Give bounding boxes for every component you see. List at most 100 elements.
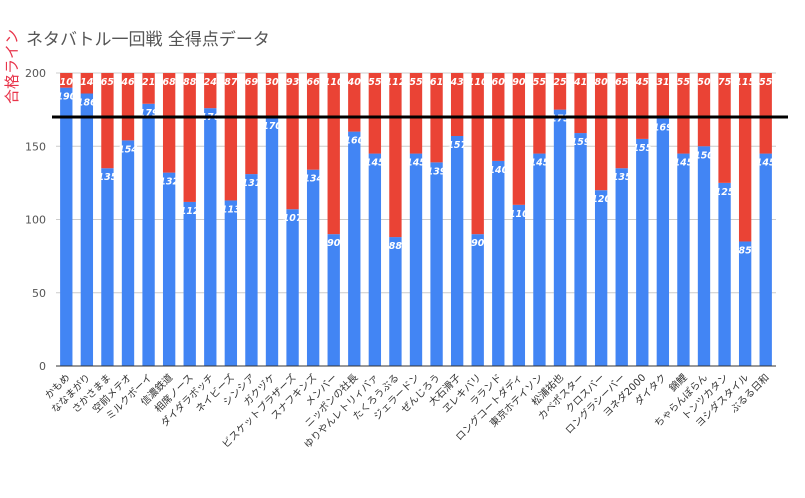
bar-shortfall: [142, 73, 155, 104]
pass-line-annotation: 合格ライン: [3, 29, 21, 104]
bar-score: [594, 190, 608, 366]
data-label-shortfall: 110: [324, 77, 344, 88]
data-label-shortfall: 43: [450, 77, 465, 88]
data-label-score: 170: [262, 121, 282, 132]
bar-shortfall: [368, 73, 382, 154]
data-label-shortfall: 66: [307, 77, 321, 88]
data-label-score: 169: [653, 122, 673, 133]
data-label-score: 186: [77, 98, 97, 109]
bar-shortfall: [183, 73, 196, 202]
bar-score: [80, 93, 94, 366]
data-label-score: 179: [139, 108, 159, 119]
bar-score: [265, 116, 279, 366]
data-label-score: 131: [242, 178, 262, 189]
bars: [60, 73, 772, 367]
data-label-shortfall: 55: [759, 77, 773, 88]
bar-shortfall: [409, 73, 423, 154]
y-axis-ticks: 0 50 100 150 200: [25, 67, 46, 373]
data-label-shortfall: 30: [265, 77, 279, 88]
bar-shortfall: [80, 73, 94, 94]
data-label-shortfall: 93: [286, 77, 300, 88]
bar-shortfall: [677, 73, 690, 154]
data-label-shortfall: 25: [553, 77, 567, 88]
bar-score: [533, 153, 546, 366]
data-label-shortfall: 55: [677, 77, 691, 88]
bar-score: [286, 209, 299, 366]
bar-score: [697, 146, 711, 366]
data-label-score: 159: [571, 137, 591, 148]
data-label-shortfall: 112: [386, 77, 406, 88]
data-label-score: 145: [756, 158, 776, 169]
bar-score: [183, 201, 196, 366]
chart-title: ネタバトル一回戦 全得点データ: [26, 29, 270, 50]
data-label-shortfall: 31: [656, 77, 669, 88]
data-label-shortfall: 55: [533, 77, 547, 88]
y-tick-label: 100: [25, 214, 46, 227]
bar-score: [101, 168, 114, 366]
data-label-score: 90: [327, 238, 341, 249]
bar-score: [636, 138, 649, 366]
bar-shortfall: [162, 73, 176, 173]
data-label-shortfall: 40: [347, 77, 362, 88]
data-label-score: 135: [612, 172, 632, 183]
y-tick-label: 150: [25, 140, 46, 153]
data-label-score: 190: [56, 92, 76, 103]
data-label-shortfall: 46: [120, 77, 135, 88]
data-label-score: 125: [715, 187, 735, 198]
bar-score: [512, 204, 526, 366]
bar-score: [430, 162, 443, 366]
data-label-shortfall: 110: [468, 77, 488, 88]
data-label-shortfall: 90: [512, 77, 526, 88]
bar-score: [162, 172, 176, 366]
bar-score: [306, 169, 320, 366]
bar-shortfall: [615, 73, 628, 169]
bar-shortfall: [265, 73, 279, 117]
data-label-shortfall: 50: [697, 77, 711, 88]
bar-shortfall: [738, 73, 752, 242]
data-label-shortfall: 55: [409, 77, 423, 88]
data-label-score: 112: [180, 206, 200, 217]
bar-shortfall: [636, 73, 649, 139]
bar-shortfall: [594, 73, 608, 191]
bar-score: [409, 153, 423, 366]
bar-shortfall: [306, 73, 320, 170]
data-label-shortfall: 14: [80, 77, 94, 88]
data-label-score: 88: [389, 241, 403, 252]
data-label-shortfall: 69: [245, 77, 259, 88]
bar-shortfall: [471, 73, 484, 235]
bar-score: [245, 174, 258, 366]
data-label-score: 157: [447, 140, 467, 151]
bar-score: [368, 153, 382, 366]
bar-score: [574, 133, 587, 366]
bar-score: [389, 237, 402, 366]
bar-shortfall: [656, 73, 670, 119]
bar-score: [121, 140, 135, 366]
data-label-score: 132: [159, 177, 179, 188]
bar-shortfall: [121, 73, 135, 141]
bar-shortfall: [60, 73, 73, 88]
bar-score: [348, 131, 361, 366]
data-label-score: 85: [739, 245, 753, 256]
data-label-shortfall: 55: [368, 77, 382, 88]
bar-shortfall: [553, 73, 567, 110]
data-label-shortfall: 60: [492, 77, 506, 88]
data-label-shortfall: 45: [635, 77, 650, 88]
bar-shortfall: [697, 73, 711, 147]
data-label-shortfall: 61: [430, 77, 443, 88]
data-label-shortfall: 80: [595, 77, 609, 88]
data-label-score: 145: [530, 158, 550, 169]
y-tick-label: 0: [39, 360, 46, 373]
bar-shortfall: [204, 73, 217, 109]
bar-score: [615, 168, 628, 366]
data-label-shortfall: 68: [163, 77, 177, 88]
bar-shortfall: [512, 73, 526, 205]
bar-shortfall: [533, 73, 546, 154]
data-label-score: 90: [471, 238, 485, 249]
data-label-score: 175: [550, 114, 570, 125]
data-label-score: 140: [488, 165, 508, 176]
bar-score: [450, 135, 464, 366]
data-label-shortfall: 65: [615, 77, 629, 88]
bar-shortfall: [759, 73, 772, 154]
bar-shortfall: [450, 73, 464, 136]
